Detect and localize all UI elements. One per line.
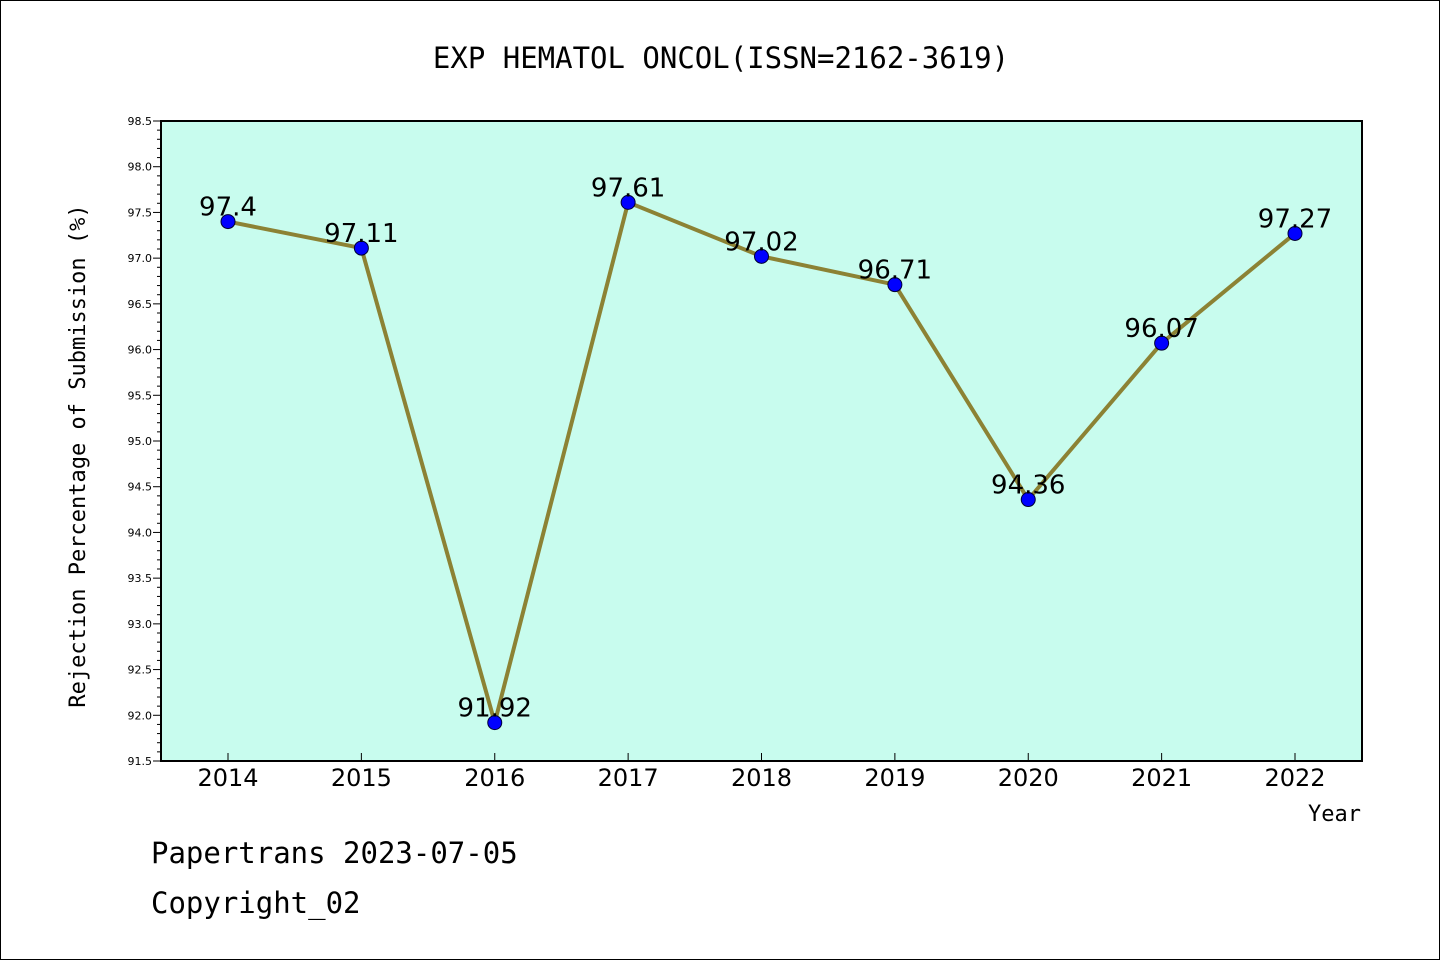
data-label: 97.27 <box>1258 204 1332 234</box>
y-tick-label: 98.0 <box>128 161 153 174</box>
footer-copyright-line: Copyright_02 <box>151 886 361 920</box>
x-tick-label: 2022 <box>1264 764 1325 792</box>
x-axis-label: Year <box>1308 802 1361 827</box>
x-tick-label: 2016 <box>464 764 525 792</box>
data-point <box>487 715 503 731</box>
y-tick-label: 96.5 <box>128 298 153 311</box>
data-label: 91.92 <box>458 694 532 724</box>
x-tick-label: 2017 <box>598 764 659 792</box>
y-tick-label: 92.0 <box>128 709 153 722</box>
y-tick-label: 97.5 <box>128 206 153 219</box>
data-label: 97.61 <box>591 173 665 203</box>
series-1: 97.4 97.11 91.92 97.61 97.02 96.71 94.36 96.07 9… <box>199 173 1332 731</box>
x-tick-label: 2020 <box>998 764 1059 792</box>
data-point <box>353 240 369 256</box>
y-tick-label: 91.5 <box>128 755 153 768</box>
data-point <box>220 214 236 230</box>
plot-area <box>160 120 1363 762</box>
data-point <box>1287 225 1303 241</box>
footer-date-line: Papertrans 2023-07-05 <box>151 836 518 870</box>
data-point <box>620 194 636 210</box>
data-label: 97.11 <box>324 219 398 249</box>
data-label: 96.71 <box>858 256 932 286</box>
y-tick-label: 96.0 <box>128 344 153 357</box>
x-tick-label: 2014 <box>197 764 258 792</box>
data-label: 96.07 <box>1124 314 1198 344</box>
x-tick-label: 2018 <box>731 764 792 792</box>
x-tick-label: 2015 <box>331 764 392 792</box>
y-tick-label: 95.0 <box>128 435 153 448</box>
x-axis-ticks: 2014 2015 2016 2017 2018 2019 2020 2021 2022 <box>197 753 1326 792</box>
data-point <box>887 277 903 293</box>
data-label: 97.4 <box>199 193 257 223</box>
y-axis-ticks: 91.5 92.0 92.5 93.0 93.5 94.0 94.5 95.0 95.5 96.0… <box>128 115 161 768</box>
x-tick-label: 2019 <box>864 764 925 792</box>
data-point <box>1154 335 1170 351</box>
y-tick-label: 97.0 <box>128 252 153 265</box>
data-point <box>754 248 769 264</box>
y-tick-label: 92.5 <box>128 664 153 677</box>
y-tick-label: 95.5 <box>128 389 153 402</box>
y-tick-label: 94.5 <box>128 481 153 494</box>
data-point <box>1020 492 1036 508</box>
y-tick-label: 93.5 <box>128 572 153 585</box>
y-tick-label: 94.0 <box>128 526 153 539</box>
y-tick-label: 93.0 <box>128 618 153 631</box>
data-label: 94.36 <box>991 471 1065 501</box>
x-tick-label: 2021 <box>1131 764 1192 792</box>
chart-title: EXP HEMATOL ONCOL(ISSN=2162-3619) <box>433 41 1009 75</box>
data-label: 97.02 <box>724 227 798 257</box>
y-axis-label: Rejection Percentage of Submission (%) <box>66 204 91 707</box>
y-tick-label: 98.5 <box>128 115 153 128</box>
